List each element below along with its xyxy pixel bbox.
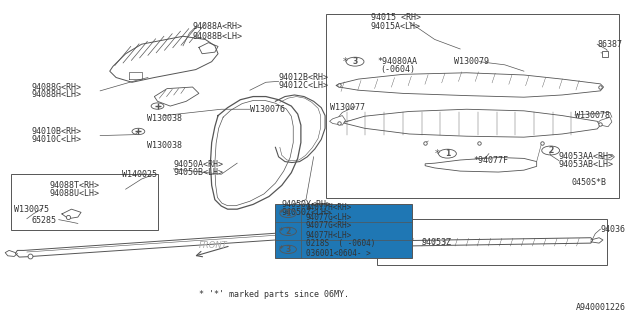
- Text: 94088T<RH>: 94088T<RH>: [49, 181, 99, 190]
- Text: 2: 2: [285, 227, 291, 236]
- Text: 94036: 94036: [600, 225, 625, 234]
- Text: 94088U<LH>: 94088U<LH>: [49, 189, 99, 198]
- Text: *94077F: *94077F: [473, 156, 508, 164]
- Text: *: *: [278, 244, 283, 253]
- Text: 3: 3: [285, 245, 291, 254]
- Polygon shape: [384, 238, 593, 246]
- Bar: [275, 204, 412, 258]
- Text: 1: 1: [285, 209, 291, 218]
- Text: 1: 1: [445, 149, 450, 158]
- Text: 94077G<RH>: 94077G<RH>: [306, 221, 352, 230]
- Text: FRONT: FRONT: [199, 241, 228, 250]
- Text: W130038: W130038: [147, 114, 182, 123]
- Text: W130076: W130076: [250, 105, 285, 114]
- Text: 94088H<LH>: 94088H<LH>: [32, 91, 82, 100]
- Text: A940001226: A940001226: [576, 303, 626, 312]
- Text: 94050B<LH>: 94050B<LH>: [173, 168, 223, 177]
- Text: *94080AA: *94080AA: [378, 57, 417, 66]
- Text: W130075: W130075: [14, 205, 49, 214]
- Polygon shape: [598, 117, 612, 127]
- Text: 65285: 65285: [32, 216, 57, 225]
- Text: 2: 2: [548, 146, 554, 155]
- Polygon shape: [330, 116, 346, 125]
- Text: * '*' marked parts since 06MY.: * '*' marked parts since 06MY.: [199, 290, 349, 299]
- Text: W140025: W140025: [122, 170, 157, 179]
- Polygon shape: [336, 73, 604, 97]
- Text: W130079: W130079: [454, 57, 489, 66]
- Text: 94015A<LH>: 94015A<LH>: [371, 22, 421, 31]
- Bar: [378, 219, 607, 265]
- Text: 94053Z: 94053Z: [422, 238, 452, 247]
- Text: 0218S  ( -0604): 0218S ( -0604): [306, 239, 375, 248]
- Text: 94050Y<RH>: 94050Y<RH>: [282, 200, 332, 209]
- Text: *: *: [435, 149, 440, 159]
- Text: 0450S*B: 0450S*B: [572, 178, 607, 187]
- Polygon shape: [342, 109, 600, 137]
- Polygon shape: [154, 87, 199, 106]
- Text: W130077: W130077: [330, 103, 365, 112]
- Text: *: *: [278, 227, 283, 236]
- Text: 94053AB<LH>: 94053AB<LH>: [559, 160, 614, 169]
- Text: 94010B<RH>: 94010B<RH>: [32, 127, 82, 136]
- Text: 036001<0604- >: 036001<0604- >: [306, 249, 371, 258]
- Text: 94088B<LH>: 94088B<LH>: [193, 32, 243, 41]
- Text: 94077G<LH>: 94077G<LH>: [306, 213, 352, 222]
- Text: 94077H<RH>: 94077H<RH>: [306, 203, 352, 212]
- Text: 94050A<RH>: 94050A<RH>: [173, 160, 223, 169]
- Text: (-0604): (-0604): [381, 65, 415, 74]
- Text: 86387: 86387: [597, 40, 622, 49]
- Text: 94077H<LH>: 94077H<LH>: [306, 231, 352, 240]
- Polygon shape: [109, 36, 218, 82]
- Text: *: *: [342, 57, 348, 67]
- Bar: [326, 14, 620, 198]
- Text: W130038: W130038: [147, 141, 182, 150]
- Text: 94053AA<RH>: 94053AA<RH>: [559, 152, 614, 161]
- Text: 94015 <RH>: 94015 <RH>: [371, 13, 421, 22]
- Text: 3: 3: [353, 57, 358, 66]
- Text: 94010C<LH>: 94010C<LH>: [32, 135, 82, 144]
- Polygon shape: [425, 157, 537, 172]
- Text: 94050Z<LH>: 94050Z<LH>: [282, 208, 332, 217]
- Polygon shape: [15, 230, 328, 257]
- Bar: [11, 174, 157, 230]
- Text: 94012C<LH>: 94012C<LH>: [278, 81, 328, 90]
- Text: 94088A<RH>: 94088A<RH>: [193, 22, 243, 31]
- Text: 94012B<RH>: 94012B<RH>: [278, 73, 328, 82]
- Text: 94088G<RH>: 94088G<RH>: [32, 83, 82, 92]
- Text: *: *: [278, 209, 283, 218]
- Text: W130078: W130078: [575, 111, 610, 120]
